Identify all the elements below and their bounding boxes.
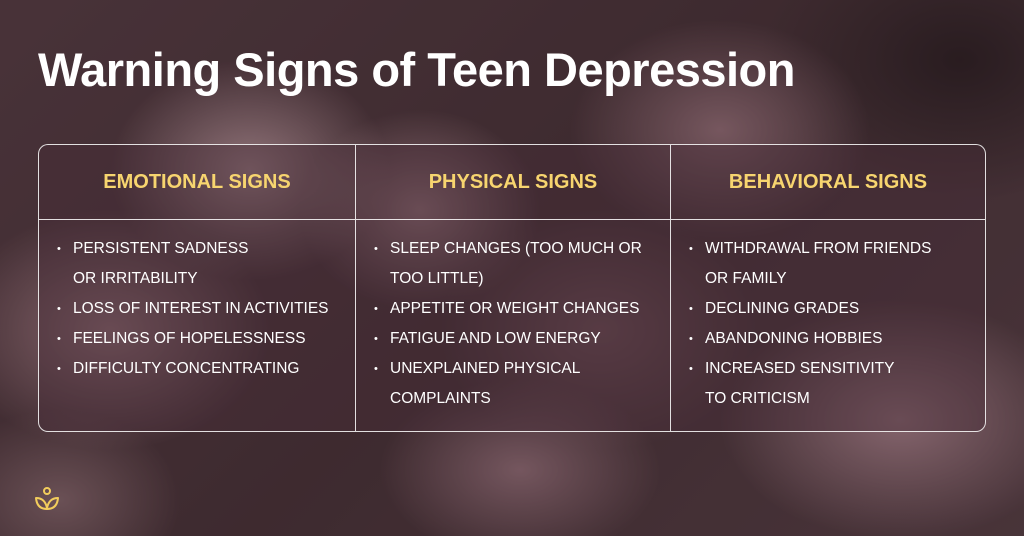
column-emotional: EMOTIONAL SIGNS PERSISTENT SADNESS OR IR… [39,145,355,431]
column-behavioral: BEHAVIORAL SIGNS WITHDRAWAL FROM FRIENDS… [670,145,985,431]
list-item: DECLINING GRADES [687,294,985,324]
column-heading: PHYSICAL SIGNS [356,145,670,220]
list-item: ABANDONING HOBBIES [687,324,985,354]
list-item: DIFFICULTY CONCENTRATING [55,354,355,384]
list-item: APPETITE OR WEIGHT CHANGES [372,294,670,324]
page-title: Warning Signs of Teen Depression [38,43,795,96]
list-item: WITHDRAWAL FROM FRIENDS OR FAMILY [687,234,955,294]
list-item: UNEXPLAINED PHYSICAL COMPLAINTS [372,354,590,414]
column-physical: PHYSICAL SIGNS SLEEP CHANGES (TOO MUCH O… [355,145,670,431]
column-heading: EMOTIONAL SIGNS [39,145,355,220]
list-item: SLEEP CHANGES (TOO MUCH OR TOO LITTLE) [372,234,650,294]
list-item: LOSS OF INTEREST IN ACTIVITIES [55,294,355,324]
column-heading: BEHAVIORAL SIGNS [671,145,985,220]
list-item: PERSISTENT SADNESS OR IRRITABILITY [55,234,273,294]
lotus-person-icon [35,487,59,510]
list-item: FATIGUE AND LOW ENERGY [372,324,670,354]
list-item: FEELINGS OF HOPELESSNESS [55,324,355,354]
list-item: INCREASED SENSITIVITY TO CRITICISM [687,354,905,414]
signs-table: EMOTIONAL SIGNS PERSISTENT SADNESS OR IR… [38,144,986,432]
